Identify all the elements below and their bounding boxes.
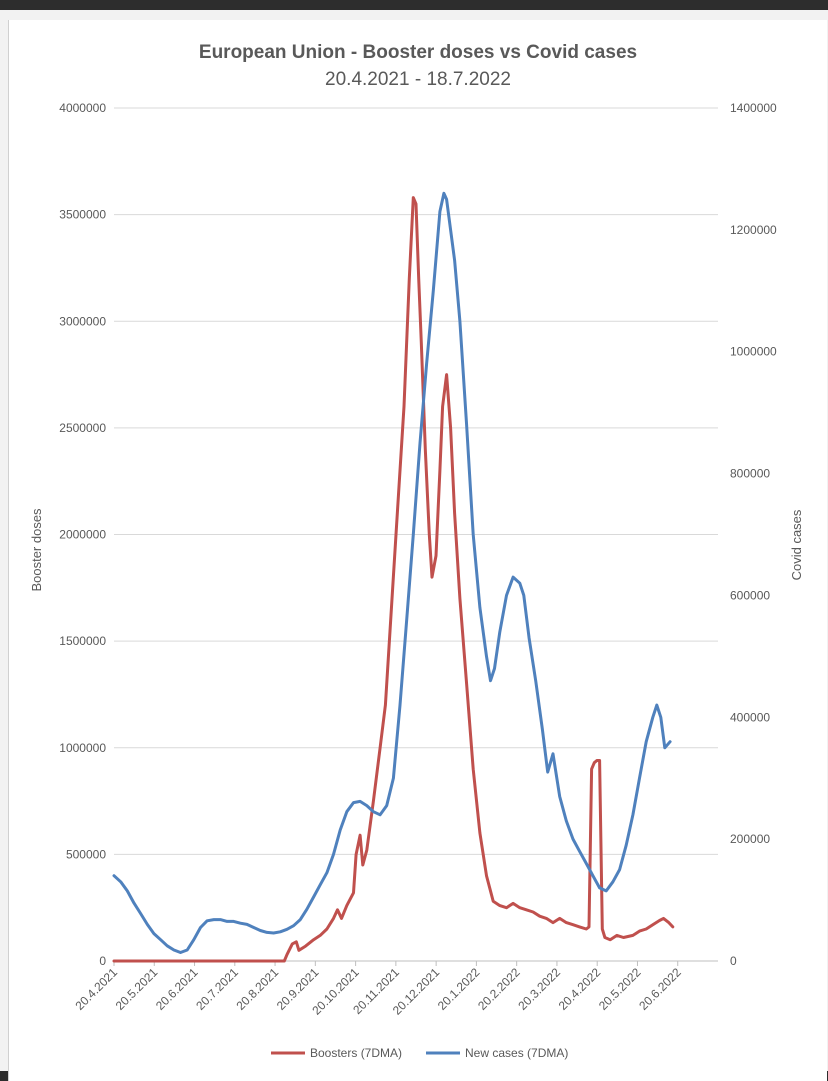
left-tick-label-500000: 500000 <box>66 847 106 861</box>
spreadsheet-background: European Union - Booster doses vs Covid … <box>0 10 828 1081</box>
x-tick-label-20.4.2021: 20.4.2021 <box>72 965 120 1013</box>
right-tick-label-1000000: 1000000 <box>730 345 777 359</box>
chart-subtitle: 20.4.2021 - 18.7.2022 <box>325 69 511 90</box>
right-tick-label-600000: 600000 <box>730 588 770 602</box>
left-axis-title: Booster doses <box>29 508 44 592</box>
left-tick-label-3500000: 3500000 <box>59 208 106 222</box>
left-tick-label-2500000: 2500000 <box>59 421 106 435</box>
x-tick-label-20.4.2022: 20.4.2022 <box>556 965 604 1013</box>
right-tick-label-400000: 400000 <box>730 710 770 724</box>
x-tick-label-20.3.2022: 20.3.2022 <box>515 965 563 1013</box>
left-tick-label-0: 0 <box>99 954 106 968</box>
right-tick-label-0: 0 <box>730 954 737 968</box>
gridlines <box>114 107 718 962</box>
x-axis-ticks: 20.4.202120.5.202120.6.202120.7.202120.8… <box>72 961 684 1018</box>
legend-label-new-cases: New cases (7DMA) <box>465 1046 568 1060</box>
right-tick-label-1200000: 1200000 <box>730 223 777 237</box>
left-tick-label-1500000: 1500000 <box>59 634 106 648</box>
booster-vs-cases-chart: European Union - Booster doses vs Covid … <box>29 42 804 1060</box>
right-axis-title: Covid cases <box>789 509 804 580</box>
x-tick-label-20.1.2022: 20.1.2022 <box>435 965 483 1013</box>
left-tick-label-4000000: 4000000 <box>59 101 106 115</box>
legend[interactable]: Boosters (7DMA) New cases (7DMA) <box>271 1046 568 1060</box>
left-tick-label-3000000: 3000000 <box>59 314 106 328</box>
x-tick-label-20.6.2022: 20.6.2022 <box>636 965 684 1013</box>
x-tick-label-20.7.2021: 20.7.2021 <box>193 965 241 1013</box>
chart-area[interactable]: European Union - Booster doses vs Covid … <box>8 20 827 1081</box>
x-tick-label-20.6.2021: 20.6.2021 <box>153 965 201 1013</box>
series-lines <box>112 191 675 963</box>
right-tick-label-1400000: 1400000 <box>730 101 777 115</box>
chart-title: European Union - Booster doses vs Covid … <box>199 42 637 63</box>
left-tick-label-2000000: 2000000 <box>59 528 106 542</box>
x-tick-label-20.5.2021: 20.5.2021 <box>113 965 161 1013</box>
left-tick-label-1000000: 1000000 <box>59 741 106 755</box>
right-tick-label-800000: 800000 <box>730 467 770 481</box>
series-line-new-cases <box>112 191 672 954</box>
right-axis-ticks: 0 200000 400000 600000 800000 1000000 1200000 1… <box>730 101 777 968</box>
left-axis-ticks: 0 500000 1000000 1500000 2000000 2500000 30000… <box>59 101 106 968</box>
series-line-boosters <box>112 196 675 963</box>
x-tick-label-20.8.2021: 20.8.2021 <box>234 965 282 1013</box>
x-tick-label-20.5.2022: 20.5.2022 <box>596 965 644 1013</box>
legend-label-boosters: Boosters (7DMA) <box>310 1046 402 1060</box>
x-tick-label-20.2.2022: 20.2.2022 <box>475 965 523 1013</box>
right-tick-label-200000: 200000 <box>730 832 770 846</box>
